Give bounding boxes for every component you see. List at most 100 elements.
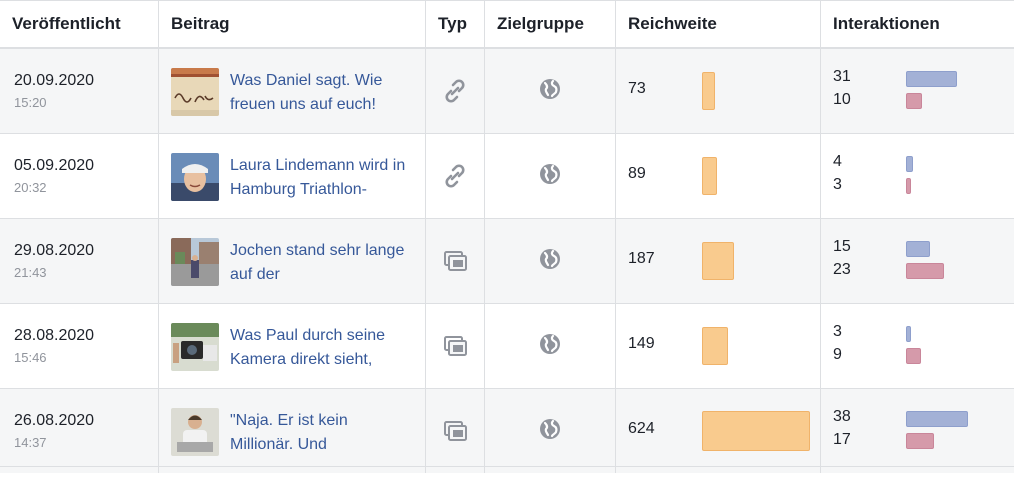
reach-value: 73 <box>628 80 646 97</box>
audience-cell <box>485 389 616 473</box>
interaction-bar-a <box>906 326 911 342</box>
reach-value: 89 <box>628 165 646 182</box>
post-title-link[interactable]: Laura Lindemann wird in Hamburg Triathlo… <box>230 157 406 198</box>
header-audience[interactable]: Zielgruppe <box>485 1 616 47</box>
post-cell[interactable]: Jochen stand sehr lange auf der <box>159 219 426 303</box>
interaction-value-a: 31 <box>833 68 851 85</box>
header-published[interactable]: Veröffentlicht <box>0 1 159 47</box>
post-time: 21:43 <box>14 265 47 280</box>
globe-icon <box>540 419 560 439</box>
interaction-value-b: 17 <box>833 431 851 448</box>
post-time: 20:32 <box>14 180 47 195</box>
interactions-cell: 15 23 <box>821 219 1014 303</box>
table-row[interactable]: 28.08.2020 15:46 Was Paul durch seine Ka… <box>0 303 1014 388</box>
interaction-bar-a <box>906 71 957 87</box>
reach-bar <box>702 242 734 280</box>
table-bottom-divider <box>0 466 1014 467</box>
link-icon <box>445 164 465 188</box>
globe-icon <box>540 334 560 354</box>
interaction-value-a: 38 <box>833 408 851 425</box>
reach-value: 187 <box>628 250 655 267</box>
table-body: 20.09.2020 15:20 Was Daniel sagt. Wie fr… <box>0 48 1014 473</box>
reach-bar <box>702 72 715 110</box>
audience-cell <box>485 304 616 388</box>
interaction-bar-b <box>906 263 944 279</box>
post-thumbnail[interactable] <box>171 408 219 456</box>
type-cell <box>426 219 485 303</box>
album-icon <box>444 251 467 271</box>
interaction-bar-b <box>906 433 934 449</box>
post-cell[interactable]: Laura Lindemann wird in Hamburg Triathlo… <box>159 134 426 218</box>
interactions-cell: 3 9 <box>821 304 1014 388</box>
header-post[interactable]: Beitrag <box>159 1 426 47</box>
post-thumbnail[interactable] <box>171 238 219 286</box>
reach-cell: 89 <box>616 134 821 218</box>
album-icon <box>444 336 467 356</box>
globe-icon <box>540 164 560 184</box>
published-cell: 28.08.2020 15:46 <box>0 304 159 388</box>
reach-bar <box>702 411 810 451</box>
post-date: 20.09.2020 <box>14 72 95 89</box>
table-row[interactable]: 20.09.2020 15:20 Was Daniel sagt. Wie fr… <box>0 48 1014 133</box>
interaction-value-b: 3 <box>833 176 842 193</box>
reach-cell: 624 <box>616 389 821 473</box>
table-row[interactable]: 26.08.2020 14:37 "Naja. Er ist kein Mill… <box>0 388 1014 473</box>
reach-value: 624 <box>628 420 655 437</box>
interaction-bar-a <box>906 411 968 427</box>
interaction-bar-b <box>906 348 921 364</box>
post-time: 15:20 <box>14 95 47 110</box>
post-thumbnail[interactable] <box>171 323 219 371</box>
interaction-value-b: 23 <box>833 261 851 278</box>
audience-cell <box>485 49 616 133</box>
posts-table: Veröffentlicht Beitrag Typ Zielgruppe Re… <box>0 0 1014 473</box>
reach-cell: 73 <box>616 49 821 133</box>
globe-icon <box>540 249 560 269</box>
post-cell[interactable]: Was Daniel sagt. Wie freuen uns auf euch… <box>159 49 426 133</box>
post-title-link[interactable]: Was Paul durch seine Kamera direkt sieht… <box>230 327 386 368</box>
table-header: Veröffentlicht Beitrag Typ Zielgruppe Re… <box>0 0 1014 48</box>
post-title-link[interactable]: "Naja. Er ist kein Millionär. Und <box>230 412 348 453</box>
album-icon <box>444 421 467 441</box>
header-interactions[interactable]: Interaktionen <box>833 14 940 33</box>
published-cell: 29.08.2020 21:43 <box>0 219 159 303</box>
audience-cell <box>485 219 616 303</box>
post-cell[interactable]: "Naja. Er ist kein Millionär. Und <box>159 389 426 473</box>
interaction-bar-b <box>906 178 911 194</box>
link-icon <box>445 79 465 103</box>
interactions-cell: 38 17 <box>821 389 1014 473</box>
post-thumbnail[interactable] <box>171 68 219 116</box>
published-cell: 26.08.2020 14:37 <box>0 389 159 473</box>
table-row[interactable]: 29.08.2020 21:43 Jochen stand sehr lange… <box>0 218 1014 303</box>
interactions-cell: 4 3 <box>821 134 1014 218</box>
post-thumbnail[interactable] <box>171 153 219 201</box>
interaction-bar-a <box>906 241 930 257</box>
post-date: 05.09.2020 <box>14 157 95 174</box>
reach-bar <box>702 327 728 365</box>
post-time: 15:46 <box>14 350 47 365</box>
header-type[interactable]: Typ <box>426 1 485 47</box>
post-title-link[interactable]: Was Daniel sagt. Wie freuen uns auf euch… <box>230 72 383 113</box>
interaction-bar-b <box>906 93 922 109</box>
post-date: 28.08.2020 <box>14 327 95 344</box>
type-cell <box>426 49 485 133</box>
table-row[interactable]: 05.09.2020 20:32 Laura Lindemann wird in… <box>0 133 1014 218</box>
reach-cell: 149 <box>616 304 821 388</box>
post-cell[interactable]: Was Paul durch seine Kamera direkt sieht… <box>159 304 426 388</box>
post-date: 29.08.2020 <box>14 242 95 259</box>
interactions-cell: 31 10 <box>821 49 1014 133</box>
interaction-value-b: 9 <box>833 346 842 363</box>
globe-icon <box>540 79 560 99</box>
reach-cell: 187 <box>616 219 821 303</box>
post-date: 26.08.2020 <box>14 412 95 429</box>
interaction-value-a: 4 <box>833 153 842 170</box>
post-title-link[interactable]: Jochen stand sehr lange auf der <box>230 242 405 283</box>
published-cell: 20.09.2020 15:20 <box>0 49 159 133</box>
interaction-value-a: 3 <box>833 323 842 340</box>
published-cell: 05.09.2020 20:32 <box>0 134 159 218</box>
type-cell <box>426 389 485 473</box>
reach-value: 149 <box>628 335 655 352</box>
post-time: 14:37 <box>14 435 47 450</box>
interaction-value-b: 10 <box>833 91 851 108</box>
type-cell <box>426 134 485 218</box>
header-reach[interactable]: Reichweite <box>616 1 821 47</box>
